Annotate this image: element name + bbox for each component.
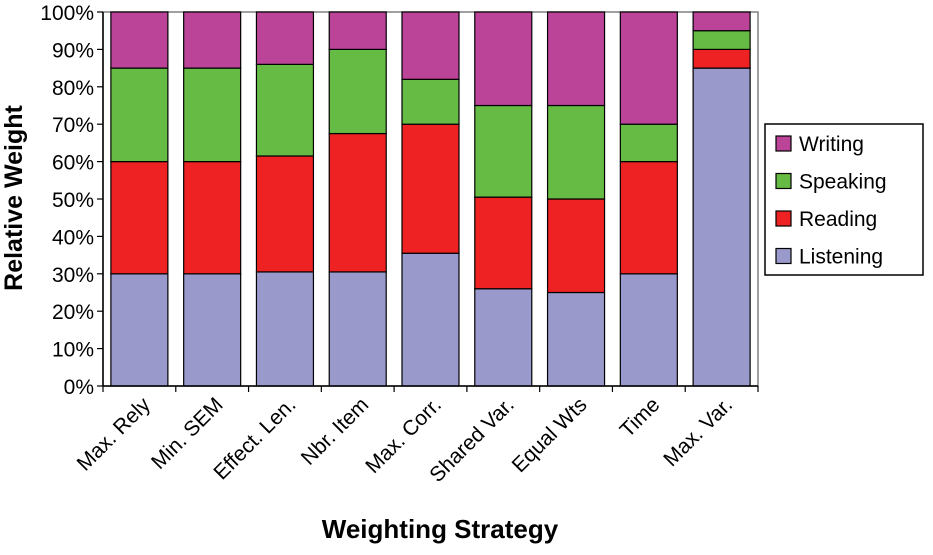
legend-swatch-reading: [775, 210, 792, 227]
bar-segment-reading-5: [401, 123, 460, 254]
y-tick-label: 20%: [52, 301, 94, 324]
bar-segment-speaking-6: [474, 104, 533, 198]
bar-segment-speaking-4: [328, 48, 387, 135]
bar-segment-reading-1: [110, 161, 169, 275]
x-tick-label: Max. Var.: [659, 393, 737, 471]
bar-segment-reading-6: [474, 196, 533, 290]
bar-segment-reading-7: [546, 198, 606, 294]
legend: Writing Speaking Reading Listening: [764, 123, 924, 276]
y-tick-label: 70%: [52, 114, 94, 137]
y-tick-label: 100%: [40, 2, 94, 25]
bar-segment-listening-5: [401, 252, 460, 387]
y-tick-label: 30%: [52, 264, 94, 287]
y-tick-label: 80%: [52, 77, 94, 100]
y-axis-title: Relative Weight: [0, 104, 28, 290]
bar-segment-writing-8: [619, 11, 678, 125]
bar-segment-listening-8: [619, 273, 678, 387]
bar-segment-speaking-2: [183, 67, 242, 163]
bar-segment-writing-4: [328, 11, 387, 51]
y-tick-label: 10%: [52, 339, 94, 362]
y-tick-label: 90%: [52, 39, 94, 62]
x-tick-label: Time: [616, 393, 665, 442]
legend-label-writing: Writing: [799, 133, 864, 156]
x-tick-label: Max. Rely: [73, 393, 156, 476]
bar-segment-speaking-8: [619, 123, 678, 163]
legend-swatch-speaking: [775, 172, 792, 190]
bar-segment-listening-7: [546, 291, 606, 387]
bar-segment-listening-4: [328, 271, 387, 387]
bar-segment-writing-6: [474, 11, 533, 107]
bar-segment-writing-7: [546, 11, 606, 107]
legend-label-listening: Listening: [799, 246, 883, 269]
legend-swatch-writing: [775, 135, 792, 152]
bar-segment-reading-8: [619, 161, 678, 275]
bar-segment-speaking-9: [692, 30, 751, 51]
bar-segment-reading-2: [183, 161, 242, 275]
bar-segment-speaking-3: [255, 63, 315, 157]
bar-segment-speaking-1: [110, 67, 169, 163]
x-axis-title: Weighting Strategy: [322, 514, 559, 544]
legend-label-speaking: Speaking: [799, 171, 887, 194]
bar-segment-listening-9: [692, 67, 751, 387]
bar-segment-listening-6: [474, 288, 533, 387]
y-tick-label: 0%: [64, 376, 94, 399]
bar-segment-writing-3: [255, 11, 315, 65]
bar-segment-writing-5: [401, 11, 460, 80]
y-tick-label: 60%: [52, 152, 94, 175]
y-tick-label: 50%: [52, 189, 94, 212]
bar-segment-reading-4: [328, 132, 387, 273]
bar-segment-reading-9: [692, 48, 751, 69]
legend-swatch-listening: [775, 247, 792, 265]
y-tick-label: 40%: [52, 226, 94, 249]
bar-segment-writing-2: [183, 11, 242, 69]
x-tick-label: Nbr. Item: [297, 393, 374, 470]
bar-segment-speaking-5: [401, 78, 460, 125]
bar-segment-writing-9: [692, 11, 751, 32]
bar-segment-speaking-7: [546, 104, 606, 200]
bar-segment-listening-1: [110, 273, 169, 387]
bar-segment-listening-3: [255, 271, 315, 387]
bar-segment-listening-2: [183, 273, 242, 387]
legend-label-reading: Reading: [799, 208, 877, 231]
bar-segment-reading-3: [255, 155, 315, 273]
x-tick-label: Equal Wts: [508, 393, 592, 477]
plot-area: 0% 10% 20% 30% 40% 50% 60% 70% 80% 90% 100% Max. Re…: [40, 2, 759, 487]
bar-segment-writing-1: [110, 11, 169, 69]
